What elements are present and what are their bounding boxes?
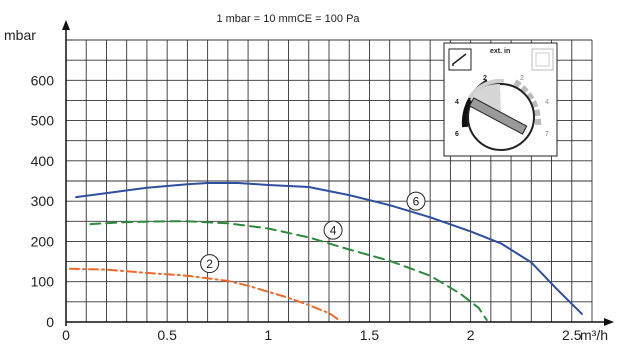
right-scale-label-2: 2: [520, 75, 524, 82]
y-tick-label: 300: [31, 193, 55, 209]
series-label-circle-6: [406, 191, 426, 211]
axes: [62, 20, 614, 326]
y-tick-label: 100: [31, 274, 55, 290]
y-tick-label: 400: [31, 153, 55, 169]
dial-pointer: [468, 97, 528, 135]
y-tick-label: 500: [31, 113, 55, 129]
mode-icon-left-glyph: [452, 53, 467, 66]
right-scale-label-7: 7: [545, 131, 549, 138]
dial-pointer-body: [468, 97, 528, 135]
y-tick-label: 600: [31, 72, 55, 88]
left-scale-label-6: 6: [455, 131, 459, 138]
inset-label: ext. in: [490, 48, 510, 55]
selector-inset: ext. in 2 4 6 2 4 7: [443, 42, 558, 157]
left-scale-label-4: 4: [455, 99, 459, 106]
x-tick-label: 1: [264, 327, 272, 343]
chart-subtitle: 1 mbar = 10 mmCE = 100 Pa: [216, 13, 360, 25]
x-tick-label: 0.5: [157, 327, 177, 343]
y-axis-label: mbar: [4, 27, 36, 43]
series-label-2: 2: [206, 257, 213, 271]
series-group: [69, 182, 583, 321]
series-line-2: [69, 267, 341, 321]
dial-scale-right: [513, 79, 542, 128]
y-tick-label: 200: [31, 233, 55, 249]
x-tick-label: 1.5: [360, 327, 380, 343]
y-tick-label: 0: [46, 314, 54, 330]
series-label-circle-2: [200, 254, 220, 274]
mode-icon-left: [448, 48, 472, 71]
right-scale-label-4: 4: [545, 99, 549, 106]
x-tick-label: 0: [62, 327, 70, 343]
series-label-circle-4: [323, 220, 343, 240]
series-label-6: 6: [413, 195, 420, 209]
mode-icon-right-inner: [535, 52, 550, 67]
series-label-4: 4: [330, 224, 337, 238]
x-axis-arrow: [604, 318, 614, 326]
mode-icon-right-frame: [531, 48, 554, 71]
mode-icon-right: [531, 48, 554, 71]
x-tick-label: 2: [467, 327, 475, 343]
y-axis-arrow: [62, 20, 70, 30]
x-tick-label: 2.5: [562, 327, 582, 343]
left-scale-label-2: 2: [483, 75, 487, 82]
series-labels: 6 4 2: [200, 191, 426, 274]
series-line-6: [75, 182, 583, 315]
x-axis-label: m³/h: [580, 327, 608, 343]
tick-labels: 0 100 200 300 400 500 600 0 0.5 1 1.5 2 2.5: [31, 72, 582, 343]
